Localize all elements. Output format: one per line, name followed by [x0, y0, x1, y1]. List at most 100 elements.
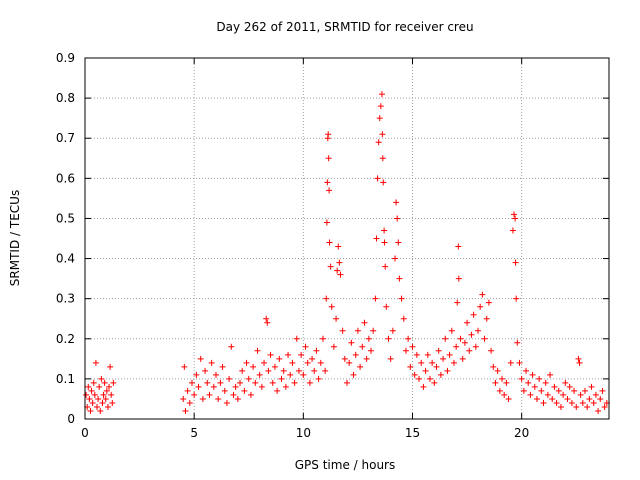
data-point: [564, 395, 571, 402]
data-point: [426, 375, 433, 382]
data-point: [531, 383, 538, 390]
data-point: [213, 371, 219, 378]
data-point: [394, 215, 401, 222]
data-point: [400, 315, 407, 322]
data-point: [326, 239, 333, 246]
data-point: [395, 239, 402, 246]
data-point: [516, 359, 523, 366]
data-point: [106, 383, 113, 390]
data-point: [210, 383, 217, 390]
data-point: [429, 359, 436, 366]
data-point: [87, 407, 94, 414]
data-point: [420, 383, 427, 390]
data-point: [293, 335, 300, 342]
data-point: [382, 263, 389, 270]
data-point: [336, 259, 343, 266]
data-point: [385, 335, 392, 342]
data-point: [252, 379, 259, 386]
data-point: [547, 371, 554, 378]
data-point: [271, 363, 278, 370]
data-point: [323, 219, 330, 226]
data-point: [402, 347, 409, 354]
data-point: [354, 327, 361, 334]
data-point: [590, 399, 597, 406]
data-point: [325, 155, 332, 162]
y-tick-label: 0.2: [56, 332, 75, 346]
data-point: [514, 339, 521, 346]
data-point: [536, 375, 543, 382]
axis-ticks: 0 0.1 0.2 0.3 0.4 0.5 0.6 0.7 0.8 0.9 0 5 10 15 20: [56, 51, 609, 440]
data-point: [311, 367, 318, 374]
data-point: [325, 131, 332, 138]
data-point: [88, 387, 95, 394]
data-point: [313, 347, 320, 354]
data-point: [389, 327, 396, 334]
data-point: [592, 391, 599, 398]
data-point: [254, 347, 261, 354]
data-point: [247, 391, 254, 398]
data-point: [208, 359, 215, 366]
data-point: [507, 359, 514, 366]
data-point: [348, 339, 355, 346]
data-point: [89, 399, 96, 406]
data-point: [85, 383, 92, 390]
data-point: [346, 359, 353, 366]
data-point: [396, 275, 403, 282]
data-point: [568, 399, 575, 406]
data-point: [102, 395, 109, 402]
data-point: [383, 303, 390, 310]
data-point: [94, 403, 101, 410]
data-point: [377, 103, 384, 110]
data-point: [560, 391, 567, 398]
data-point: [302, 343, 309, 350]
data-point: [562, 379, 569, 386]
data-point: [448, 327, 455, 334]
data-point: [444, 367, 451, 374]
data-point: [418, 359, 425, 366]
data-point: [92, 359, 99, 366]
data-point: [309, 355, 316, 362]
data-point: [221, 387, 228, 394]
x-tick-label: 20: [514, 426, 529, 440]
data-point: [280, 367, 287, 374]
data-point: [228, 343, 235, 350]
data-point: [440, 355, 447, 362]
data-point: [544, 391, 551, 398]
data-point: [407, 363, 414, 370]
data-point: [195, 383, 202, 390]
data-point: [555, 387, 562, 394]
data-point: [202, 367, 209, 374]
data-point: [513, 295, 520, 302]
data-point: [398, 295, 405, 302]
data-point: [488, 347, 495, 354]
data-point: [298, 351, 305, 358]
data-point: [381, 227, 388, 234]
data-point: [597, 395, 604, 402]
data-point: [496, 387, 503, 394]
data-point: [601, 403, 608, 410]
data-point: [261, 359, 268, 366]
data-point: [344, 379, 350, 386]
data-point: [579, 399, 586, 406]
data-point: [95, 395, 102, 402]
data-point: [101, 379, 108, 386]
data-point: [381, 239, 388, 246]
y-tick-label: 0.8: [56, 91, 75, 105]
data-point: [206, 391, 213, 398]
data-point: [223, 399, 230, 406]
data-point: [237, 379, 244, 386]
data-point: [576, 359, 583, 366]
data-point: [363, 355, 370, 362]
data-point: [215, 395, 222, 402]
data-point: [380, 179, 387, 186]
data-point: [334, 267, 341, 274]
data-point: [339, 327, 346, 334]
data-point: [411, 371, 418, 378]
data-point: [361, 319, 368, 326]
data-point: [433, 363, 440, 370]
data-point: [269, 379, 276, 386]
x-tick-label: 0: [81, 426, 89, 440]
y-tick-label: 0.6: [56, 171, 75, 185]
